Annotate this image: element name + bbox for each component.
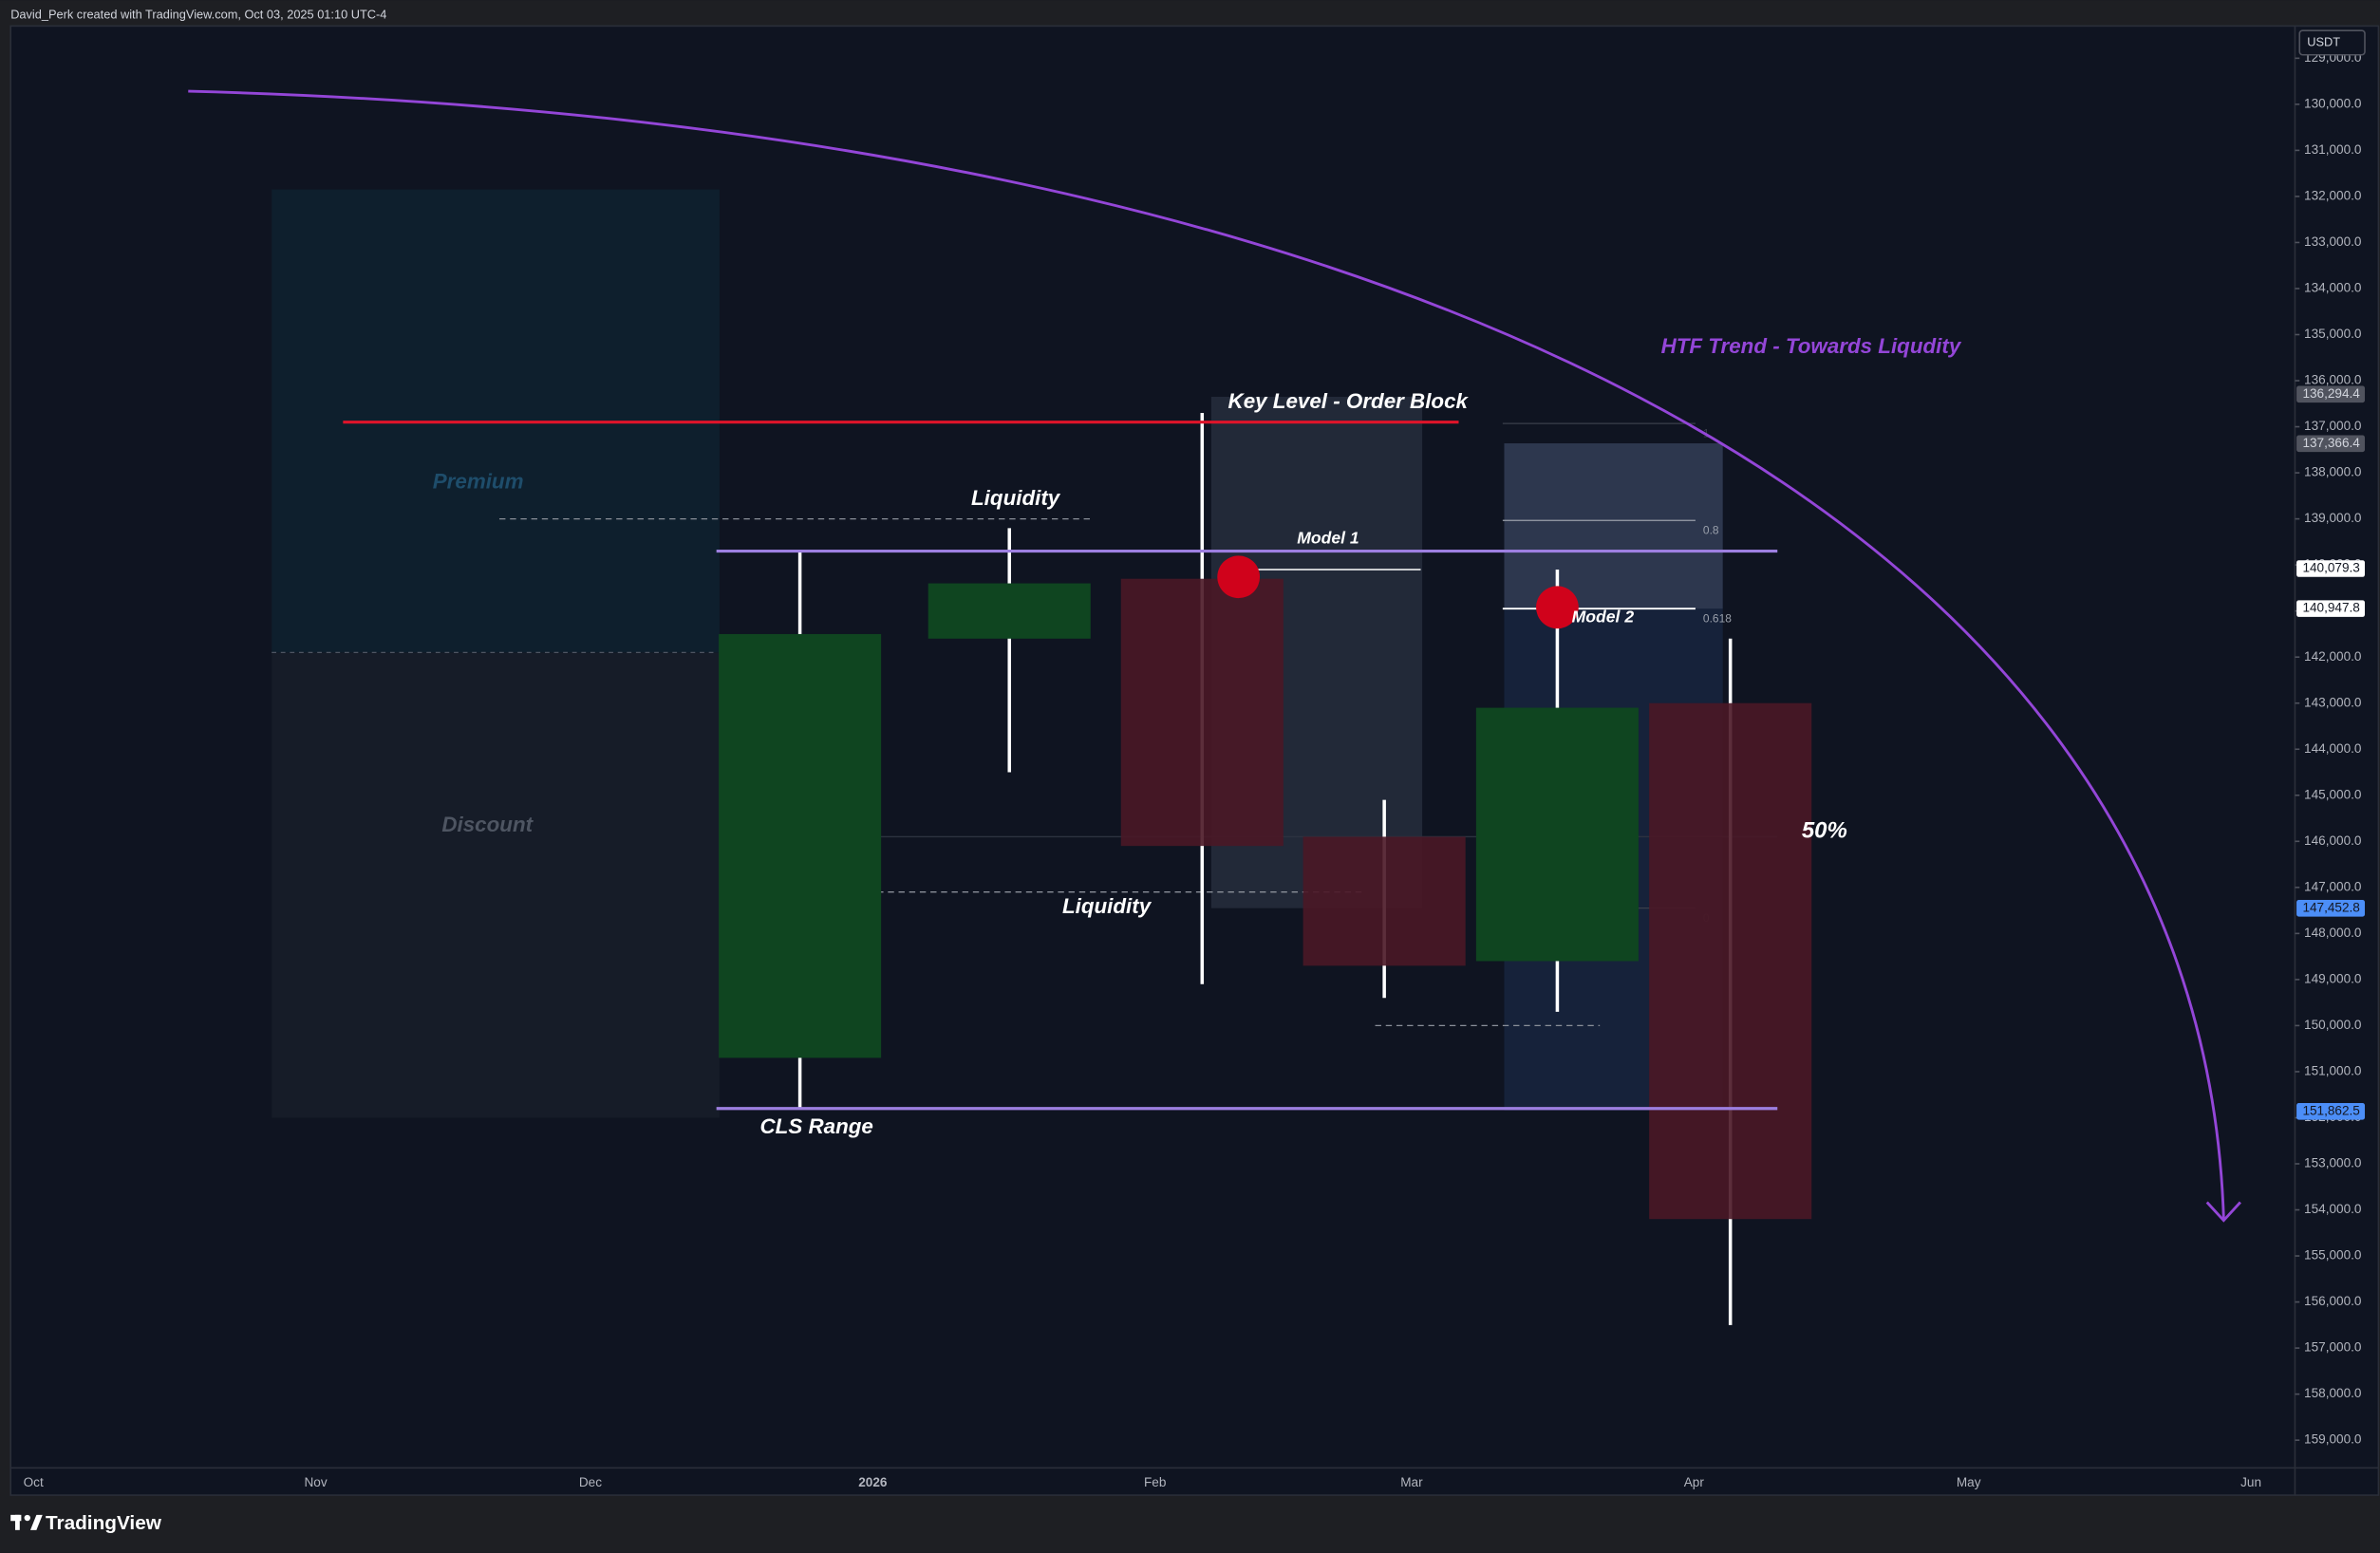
chart-layer: 129,000.0130,000.0131,000.0132,000.0133,…	[24, 50, 2366, 1489]
discount-zone	[272, 652, 720, 1118]
y-tick-label: 135,000.0	[2304, 327, 2362, 341]
price-axis-panel	[2294, 25, 2380, 1496]
price-label-bg	[2296, 560, 2366, 577]
y-tick-label: 151,000.0	[2304, 1064, 2362, 1078]
fib-label: 0.618	[1703, 612, 1732, 626]
price-label-bg	[2296, 900, 2366, 917]
x-tick-label: Feb	[1144, 1475, 1166, 1489]
liquidity-label: Liquidity	[971, 486, 1061, 510]
range-label: CLS Range	[760, 1114, 873, 1138]
y-tick-label: 146,000.0	[2304, 833, 2362, 848]
y-tick-label: 158,000.0	[2304, 1386, 2362, 1400]
fib-zone	[1504, 443, 1723, 609]
premium-label: Premium	[433, 470, 524, 494]
trend-curve	[188, 89, 2225, 1220]
y-tick-label: 159,000.0	[2304, 1432, 2362, 1447]
attribution: David_Perk created with TradingView.com,…	[10, 8, 386, 22]
y-tick-label: 137,000.0	[2304, 419, 2362, 433]
y-tick-label: 156,000.0	[2304, 1294, 2362, 1308]
entry-marker	[1217, 555, 1261, 599]
fib-label: 0.8	[1703, 524, 1719, 537]
entry-marker	[1536, 586, 1579, 629]
x-tick-label: Mar	[1400, 1475, 1423, 1489]
candle-body	[1120, 578, 1284, 847]
candle-body	[1475, 707, 1639, 962]
y-tick-label: 138,000.0	[2304, 465, 2362, 479]
order-block-label: Key Level - Order Block	[1228, 389, 1470, 413]
y-tick-label: 153,000.0	[2304, 1156, 2362, 1170]
price-label-bg	[2296, 435, 2366, 453]
model-2-label: Model 2	[1572, 608, 1635, 627]
y-tick-label: 136,000.0	[2304, 373, 2362, 387]
y-tick-label: 148,000.0	[2304, 926, 2362, 940]
y-tick-label: 145,000.0	[2304, 787, 2362, 801]
logo-mark	[29, 1514, 43, 1530]
y-tick-label: 154,000.0	[2304, 1202, 2362, 1216]
candle-body	[719, 633, 882, 1058]
y-tick-label: 131,000.0	[2304, 142, 2362, 157]
brand: TradingView	[46, 1512, 162, 1534]
x-tick-label: Apr	[1684, 1475, 1705, 1489]
y-tick-label: 139,000.0	[2304, 511, 2362, 525]
price-label: 140,079.3	[2302, 561, 2359, 575]
x-tick-label: Nov	[304, 1475, 327, 1489]
candle-body	[1649, 702, 1812, 1220]
liquidity-label: Liquidity	[1062, 894, 1153, 918]
logo-mark	[24, 1514, 30, 1522]
model-1-label: Model 1	[1297, 528, 1359, 547]
y-tick-label: 142,000.0	[2304, 649, 2362, 664]
y-tick-label: 134,000.0	[2304, 281, 2362, 295]
price-label: 151,862.5	[2302, 1103, 2359, 1117]
y-tick-label: 132,000.0	[2304, 189, 2362, 203]
y-tick-label: 130,000.0	[2304, 96, 2362, 110]
logo	[10, 1514, 43, 1530]
x-tick-label: Jun	[2240, 1475, 2261, 1489]
price-label: 136,294.4	[2302, 386, 2360, 401]
price-label: 140,947.8	[2302, 601, 2359, 615]
midpoint-label: 50%	[1802, 818, 1847, 844]
price-label-bg	[2296, 600, 2366, 617]
y-tick-label: 150,000.0	[2304, 1018, 2362, 1032]
y-tick-label: 149,000.0	[2304, 971, 2362, 985]
candle-body	[928, 583, 1091, 639]
discount-label: Discount	[441, 813, 534, 836]
x-tick-label: Oct	[24, 1475, 44, 1489]
x-tick-label: 2026	[858, 1475, 888, 1489]
trend-arrowhead	[2205, 1201, 2241, 1223]
x-tick-label: Dec	[579, 1475, 602, 1489]
y-tick-label: 157,000.0	[2304, 1340, 2362, 1355]
y-tick-label: 144,000.0	[2304, 741, 2362, 756]
candle-body	[1302, 836, 1466, 966]
trend-label: HTF Trend - Towards Liqudity	[1661, 334, 1962, 358]
price-label: 137,366.4	[2302, 436, 2360, 450]
y-tick-label: 143,000.0	[2304, 695, 2362, 709]
y-tick-label: 133,000.0	[2304, 234, 2362, 249]
price-label: 147,452.8	[2302, 900, 2359, 914]
currency: USDT	[2307, 34, 2340, 48]
price-label-bg	[2296, 1103, 2366, 1120]
currency-box[interactable]	[2298, 29, 2366, 56]
price-label-bg	[2296, 385, 2366, 403]
logo-mark	[14, 1514, 20, 1530]
y-tick-label: 155,000.0	[2304, 1248, 2362, 1263]
y-tick-label: 147,000.0	[2304, 879, 2362, 893]
x-tick-label: May	[1957, 1475, 1981, 1489]
